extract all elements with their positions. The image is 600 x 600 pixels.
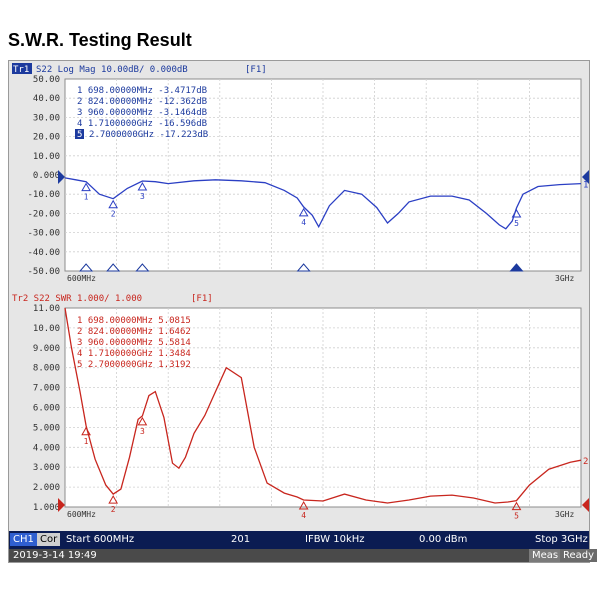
y-tick-label: 20.00 <box>33 133 60 143</box>
trace2-line <box>64 307 582 504</box>
marker-readout: 1 698.00000MHz 5.0815 <box>77 316 191 326</box>
axis-marker-indicator[interactable] <box>509 263 524 272</box>
y-tick-label: 50.00 <box>33 75 60 85</box>
trace1-tag-text: Tr1 <box>13 65 29 75</box>
trace1-line <box>64 177 582 230</box>
power-level[interactable]: 0.00 dBm <box>419 534 468 545</box>
marker-triangle[interactable] <box>81 182 91 192</box>
marker-readout: 3 960.00000MHz -3.1464dB <box>77 108 207 118</box>
top-x-stop: 3GHz <box>555 274 574 283</box>
y-tick-label: -40.00 <box>27 248 60 258</box>
axis-marker-indicator[interactable] <box>296 263 311 272</box>
marker-triangle[interactable] <box>298 501 309 510</box>
stop-frequency[interactable]: Stop 3GHz <box>535 534 588 545</box>
marker-number-label: 5 <box>514 512 519 521</box>
marker-triangle[interactable] <box>511 209 522 218</box>
trace-end-label: 1 <box>583 181 588 191</box>
timestamp: 2019-3-14 19:49 <box>13 550 97 561</box>
marker-triangle[interactable] <box>108 199 119 209</box>
y-tick-label: -50.00 <box>27 267 60 277</box>
y-tick-label: 40.00 <box>33 94 60 104</box>
marker-number-label: 2 <box>111 505 116 514</box>
meas-button[interactable]: Meas <box>529 549 562 562</box>
marker-number-label: 5 <box>514 219 519 228</box>
marker-readout: 4 1.7100000GHz 1.3484 <box>77 349 191 359</box>
bottom-x-stop: 3GHz <box>555 510 574 519</box>
trace2-header: Tr2 S22 SWR 1.000/ 1.000 <box>12 294 142 304</box>
active-marker-number: 5 <box>77 130 82 140</box>
marker-readout: 2 824.00000MHz 1.6462 <box>77 327 191 337</box>
marker-number-label: 4 <box>301 511 306 520</box>
marker-number-label: 1 <box>84 437 89 446</box>
marker-readout: 4 1.7100000GHz -16.596dB <box>77 119 207 129</box>
ifbw-value[interactable]: IFBW 10kHz <box>305 534 365 545</box>
y-tick-label: 2.000 <box>33 483 60 493</box>
trace2-format: [F1] <box>191 294 213 304</box>
marker-triangle[interactable] <box>108 495 119 504</box>
info-bar: 2019-3-14 19:49 Meas Ready <box>9 549 598 562</box>
y-tick-label: 3.000 <box>33 463 60 473</box>
points-count[interactable]: 201 <box>231 534 251 545</box>
axis-marker-indicator[interactable] <box>135 263 150 272</box>
active-marker-highlight[interactable] <box>75 129 84 139</box>
marker-readout: 2.7000000GHz -17.223dB <box>89 130 208 140</box>
bottom-reference-arrow-right[interactable] <box>582 498 589 512</box>
marker-readout: 3 960.00000MHz 5.5814 <box>77 338 191 348</box>
y-tick-label: 11.00 <box>33 304 60 314</box>
analyzer-screen: 50.00 40.00 30.00 20.00 10.00 0.000 -10.00 -20.… <box>8 60 598 563</box>
marker-readout: 1 698.00000MHz -3.4717dB <box>77 86 207 96</box>
y-tick-label: 10.00 <box>33 152 60 162</box>
trace1-format: [F1] <box>245 65 267 75</box>
marker-number-label: 3 <box>140 427 145 436</box>
page-title: S.W.R. Testing Result <box>8 30 192 50</box>
top-reference-arrow-right[interactable] <box>582 170 589 184</box>
marker-triangle[interactable] <box>137 182 148 191</box>
bottom-x-start: 600MHz <box>67 510 96 519</box>
trace-end-label: 2 <box>583 457 588 467</box>
y-tick-label: 30.00 <box>33 113 60 123</box>
y-tick-label: 8.000 <box>33 364 60 374</box>
marker-triangle[interactable] <box>137 416 148 426</box>
top-x-start: 600MHz <box>67 274 96 283</box>
marker-number-label: 2 <box>111 210 116 219</box>
marker-triangle[interactable] <box>511 501 522 511</box>
marker-triangle[interactable] <box>81 426 91 436</box>
y-tick-label: 9.000 <box>33 344 60 354</box>
y-tick-label: 10.00 <box>33 324 60 334</box>
marker-number-label: 4 <box>301 218 306 227</box>
marker-triangle[interactable] <box>298 207 309 217</box>
marker-readout: 2 824.00000MHz -12.362dB <box>77 97 207 107</box>
y-tick-label: -20.00 <box>27 209 60 219</box>
marker-number-label: 3 <box>140 192 145 201</box>
y-tick-label: 6.000 <box>33 404 60 414</box>
start-frequency[interactable]: Start 600MHz <box>66 534 135 545</box>
correction-indicator[interactable]: Cor <box>37 533 61 546</box>
status-bar: CH1 Cor Start 600MHz 201 IFBW 10kHz 0.00… <box>9 531 589 549</box>
marker-readout: 5 2.7000000GHz 1.3192 <box>77 360 191 370</box>
trace-display: 50.00 40.00 30.00 20.00 10.00 0.000 -10.00 -20.… <box>9 61 589 531</box>
ready-status: Ready <box>560 549 598 562</box>
y-tick-label: -10.00 <box>27 190 60 200</box>
trace1-tag[interactable] <box>12 63 32 74</box>
y-tick-label: -30.00 <box>27 229 60 239</box>
top-reference-arrow-left[interactable] <box>58 170 65 184</box>
y-tick-label: 1.000 <box>33 503 60 513</box>
axis-marker-indicator[interactable] <box>106 263 121 272</box>
axis-marker-indicator[interactable] <box>78 263 94 272</box>
y-tick-label: 0.000 <box>33 171 60 181</box>
marker-number-label: 1 <box>84 193 89 202</box>
y-tick-label: 5.000 <box>33 423 60 433</box>
trace1-header: S22 Log Mag 10.00dB/ 0.000dB <box>36 65 188 75</box>
y-tick-label: 4.000 <box>33 443 60 453</box>
channel-indicator[interactable]: CH1 <box>10 533 37 546</box>
y-tick-label: 7.000 <box>33 384 60 394</box>
bottom-reference-arrow-left[interactable] <box>58 498 65 512</box>
